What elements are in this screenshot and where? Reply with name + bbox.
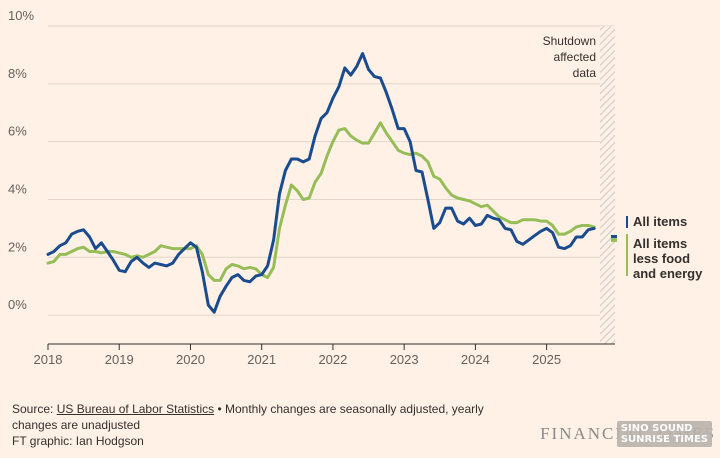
shutdown-label-line-1: Shutdown bbox=[543, 34, 596, 48]
source-link[interactable]: US Bureau of Labor Statistics bbox=[56, 402, 215, 416]
watermark-line-2: SUNRISE TIMES bbox=[620, 434, 708, 445]
y-tick-label-2: 2% bbox=[8, 239, 27, 254]
x-tick-label-2020: 2020 bbox=[176, 352, 205, 367]
shutdown-label-line-2: affected bbox=[554, 50, 596, 64]
y-tick-label-4: 4% bbox=[8, 181, 27, 196]
x-tick-label-2025: 2025 bbox=[532, 352, 561, 367]
x-tick-label-2021: 2021 bbox=[247, 352, 276, 367]
source-note: Source: US Bureau of Labor Statistics • … bbox=[12, 401, 532, 433]
series-label-core-line-3: and energy bbox=[633, 266, 703, 281]
shutdown-hatched-band bbox=[600, 26, 615, 344]
shutdown-annotation: Shutdown affected data bbox=[543, 34, 597, 80]
graphic-credit: FT graphic: Ian Hodgson bbox=[12, 434, 144, 448]
series-lines bbox=[46, 52, 596, 314]
series-line-all-items-less-food-and-energy bbox=[46, 121, 596, 282]
series-line-all-items bbox=[46, 52, 596, 314]
source-prefix: Source: bbox=[12, 402, 57, 416]
series-end-marker-all-items-less-food-and-energy bbox=[611, 237, 617, 242]
series-end-marker-all-items bbox=[611, 235, 617, 240]
series-label-core-line-1: All items bbox=[633, 236, 687, 251]
x-tick-label-2022: 2022 bbox=[318, 352, 347, 367]
watermark-logo: SINO SOUND SUNRISE TIMES bbox=[616, 421, 712, 447]
x-tick-label-2018: 2018 bbox=[34, 352, 63, 367]
y-tick-label-8: 8% bbox=[8, 66, 27, 81]
shutdown-label-line-3: data bbox=[573, 66, 597, 80]
series-label-core-line-2: less food bbox=[633, 251, 690, 266]
y-tick-label-0: 0% bbox=[8, 297, 27, 312]
series-label-all-items-line-1: All items bbox=[633, 214, 687, 229]
y-tick-label-10: 10% bbox=[8, 8, 34, 23]
x-tick-label-2023: 2023 bbox=[390, 352, 419, 367]
watermark-line-1: SINO SOUND bbox=[620, 423, 693, 434]
x-tick-label-2019: 2019 bbox=[105, 352, 134, 367]
y-tick-label-6: 6% bbox=[8, 124, 27, 139]
y-axis-tick-labels: 0% 2% 4% 6% 8% 10% bbox=[8, 8, 34, 312]
source-description: • Monthly changes are seasonally adjuste… bbox=[12, 402, 484, 432]
x-tick-label-2024: 2024 bbox=[461, 352, 490, 367]
x-axis: 2018 2019 2020 2021 2022 2023 2024 2025 bbox=[34, 343, 615, 367]
grid-lines bbox=[48, 25, 615, 316]
